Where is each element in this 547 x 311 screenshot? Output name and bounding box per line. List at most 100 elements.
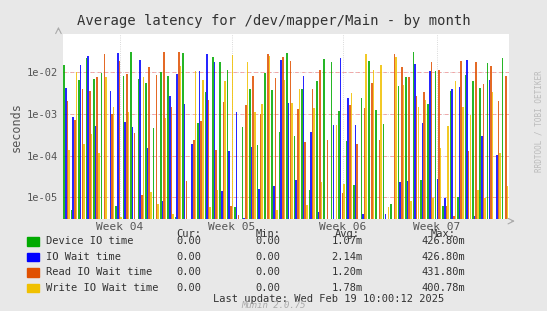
Bar (377, 239, 379, 311)
Bar (217, 190, 218, 311)
Bar (451, 89, 453, 311)
Bar (236, 113, 237, 311)
Bar (86, 58, 87, 311)
Bar (117, 53, 119, 311)
Bar (409, 77, 410, 311)
Bar (371, 83, 373, 311)
Bar (249, 89, 251, 311)
Bar (184, 104, 185, 311)
Bar (301, 89, 302, 311)
Bar (210, 207, 211, 311)
Bar (178, 52, 179, 311)
Bar (469, 115, 471, 311)
Bar (472, 81, 474, 311)
Bar (503, 239, 505, 311)
Bar (385, 214, 386, 311)
Bar (325, 239, 327, 311)
Bar (88, 57, 89, 311)
Bar (65, 88, 67, 311)
Bar (284, 80, 286, 311)
Text: Min:: Min: (255, 229, 281, 239)
Text: 0.00: 0.00 (176, 267, 201, 277)
Bar (223, 102, 224, 311)
Bar (260, 114, 261, 311)
Bar (422, 123, 423, 311)
Bar (368, 61, 370, 311)
Bar (261, 104, 263, 311)
Bar (386, 239, 388, 311)
Bar (373, 70, 375, 311)
Bar (82, 89, 83, 311)
Bar (438, 70, 440, 311)
Bar (412, 52, 414, 311)
Bar (224, 81, 226, 311)
Bar (341, 193, 343, 311)
Text: IO Wait time: IO Wait time (46, 252, 121, 262)
Bar (130, 52, 132, 311)
Bar (485, 198, 486, 311)
Bar (309, 189, 310, 311)
Bar (111, 114, 113, 311)
Bar (380, 65, 382, 311)
Bar (167, 76, 169, 311)
Bar (138, 79, 139, 311)
Bar (258, 189, 260, 311)
Bar (128, 112, 129, 311)
Bar (126, 74, 127, 311)
Bar (145, 83, 147, 311)
Bar (135, 239, 137, 311)
Bar (340, 58, 341, 311)
Bar (67, 101, 68, 311)
Bar (221, 192, 223, 311)
Text: Cur:: Cur: (176, 229, 201, 239)
Bar (91, 134, 92, 311)
Bar (429, 71, 430, 311)
Bar (245, 105, 247, 311)
Bar (447, 126, 449, 311)
Bar (212, 57, 213, 311)
Text: 0.00: 0.00 (176, 252, 201, 262)
Bar (89, 91, 90, 311)
Bar (459, 86, 461, 311)
Bar (423, 92, 425, 311)
Bar (507, 186, 508, 311)
Bar (347, 98, 349, 311)
Bar (243, 218, 245, 311)
Bar (195, 71, 196, 311)
Bar (498, 101, 499, 311)
Bar (375, 110, 377, 311)
Bar (96, 77, 98, 311)
Bar (403, 85, 404, 311)
Bar (391, 203, 392, 311)
Bar (312, 90, 313, 311)
Bar (323, 59, 325, 311)
Bar (200, 121, 202, 311)
Text: Read IO Wait time: Read IO Wait time (46, 267, 153, 277)
Bar (461, 61, 462, 311)
Bar (264, 73, 265, 311)
Bar (266, 239, 267, 311)
Bar (435, 71, 437, 311)
Bar (219, 62, 221, 311)
Bar (444, 198, 445, 311)
Bar (98, 154, 100, 311)
Bar (333, 125, 334, 311)
Bar (104, 53, 106, 311)
Bar (281, 60, 282, 311)
Bar (502, 58, 503, 311)
Bar (319, 70, 321, 311)
Bar (357, 144, 358, 311)
Text: 0.00: 0.00 (255, 252, 281, 262)
Bar (464, 75, 466, 311)
Bar (394, 53, 395, 311)
Bar (214, 62, 215, 311)
Text: 0.00: 0.00 (255, 267, 281, 277)
Bar (365, 53, 367, 311)
Bar (106, 77, 107, 311)
Bar (123, 76, 124, 311)
Text: 0.00: 0.00 (176, 283, 201, 293)
Bar (346, 142, 347, 311)
Bar (358, 239, 359, 311)
Text: Avg:: Avg: (335, 229, 360, 239)
Bar (430, 62, 432, 311)
